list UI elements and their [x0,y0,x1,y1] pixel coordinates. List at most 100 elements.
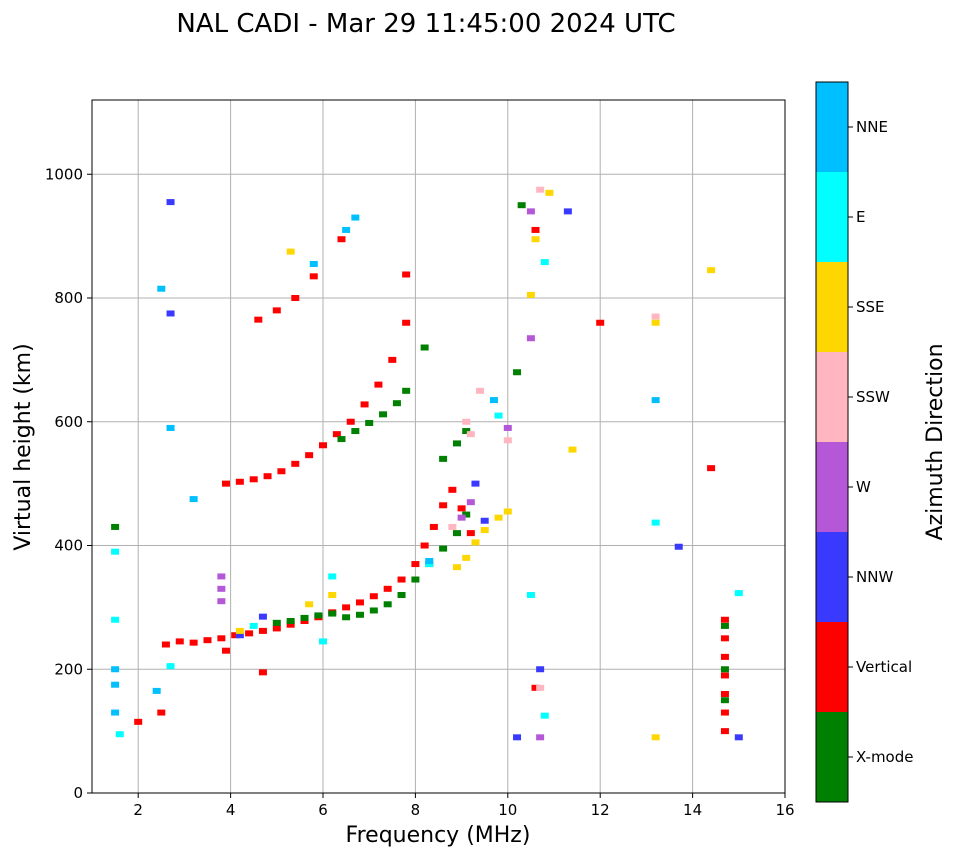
data-point [286,621,295,628]
data-point [462,428,471,435]
data-point [166,663,175,670]
data-point [365,419,374,426]
data-point [161,641,170,648]
y-tick-label: 200 [54,660,83,678]
data-point [397,576,406,583]
data-point [462,554,471,561]
y-tick-label: 0 [73,784,83,802]
data-point [707,267,716,274]
data-point [291,295,300,301]
data-point [526,592,535,598]
data-point [411,576,420,583]
data-point [217,598,226,605]
data-point [300,614,309,621]
data-point [452,440,461,447]
data-point [480,527,489,534]
data-point [328,573,337,580]
data-point [563,208,572,215]
data-point [420,344,429,351]
data-point [526,208,535,215]
data-point [189,496,198,503]
data-point [272,625,281,632]
data-point [402,319,411,326]
data-point [235,627,244,634]
data-point [480,517,489,524]
data-point [448,523,457,530]
data-point [494,412,503,419]
data-point [231,632,240,639]
data-point [111,523,120,530]
colorbar-label: E [856,208,865,226]
data-point [309,273,318,280]
data-point [448,486,457,493]
data-point [258,627,267,634]
colorbar-label: NNE [856,118,888,136]
data-point [309,260,318,267]
colorbar-title: Azimuth Direction [923,343,948,540]
data-point [720,691,729,697]
data-point [291,460,300,467]
colorbar-segment [816,442,848,532]
colorbar-segment [816,712,848,802]
data-point [166,310,175,317]
y-axis-label: Virtual height (km) [11,343,36,550]
data-point [342,614,351,621]
data-point [342,226,351,233]
data-point [707,465,716,472]
data-point [526,291,535,298]
data-point [531,226,540,233]
colorbar-segment [816,622,848,712]
data-point [314,612,323,619]
data-point [111,616,120,623]
data-point [221,480,230,487]
y-axis: 0 200 400 600 800 1000 [45,165,92,802]
y-tick-label: 400 [54,537,83,555]
data-point [536,666,545,673]
data-point [720,697,729,704]
data-point [383,601,392,608]
data-point [720,616,729,623]
data-point [536,186,545,193]
data-point [217,635,226,642]
colorbar-segment [816,532,848,622]
data-point [397,592,406,598]
colorbar-segment [816,172,848,262]
grid [92,100,786,794]
data-point [337,236,346,243]
data-point [305,601,314,608]
data-point [300,617,309,624]
data-point [221,647,230,654]
x-axis: 2 4 6 8 10 12 14 16 [133,793,795,819]
data-point [258,669,267,676]
x-tick-label: 10 [498,801,517,819]
colorbar-segment [816,262,848,352]
data-point [466,431,475,438]
data-point [651,734,660,741]
data-point [355,599,364,606]
data-point [720,635,729,642]
data-point [235,632,244,639]
data-point [319,638,327,645]
x-tick-label: 14 [683,801,702,819]
data-point [462,511,471,518]
data-point [517,202,526,209]
x-tick-label: 8 [411,801,421,819]
data-point [420,542,429,549]
data-point [263,473,272,480]
data-point [166,199,175,206]
data-point [536,734,545,741]
data-point [439,502,448,509]
colorbar-label: W [856,478,871,496]
data-point [513,734,522,741]
data-point [245,630,254,637]
colorbar-segment [816,352,848,442]
data-point [720,728,729,735]
data-point [452,564,461,571]
data-point [217,585,226,592]
data-point [476,387,485,394]
data-point [452,530,461,537]
data-point [503,437,512,444]
data-point [111,681,120,688]
data-point [411,561,420,568]
data-point [402,387,411,394]
